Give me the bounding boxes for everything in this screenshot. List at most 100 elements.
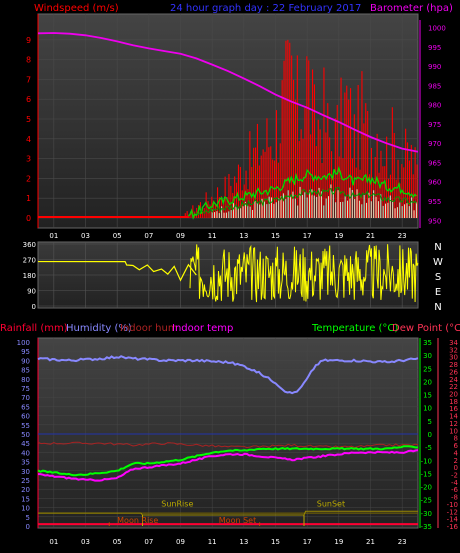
dew-y-tick: 8 xyxy=(454,435,458,443)
temp-y-tick: -35 xyxy=(421,523,432,531)
baro-y-tick: 955 xyxy=(428,198,441,206)
wind-y-tick: 9 xyxy=(26,36,31,45)
dew-y-tick: -4 xyxy=(451,479,459,487)
barometer-label: Barometer (hpa) xyxy=(370,3,453,14)
baro-y-tick: 960 xyxy=(428,179,441,187)
humidity-y-tick: 80 xyxy=(21,376,30,384)
wind-x-tick: 15 xyxy=(271,232,280,240)
dir-y-tick: 360 xyxy=(23,241,36,249)
dew-y-tick: 0 xyxy=(454,464,458,472)
humidity-y-tick: 0 xyxy=(26,523,30,531)
humidity-y-tick: 100 xyxy=(17,339,30,347)
temp-x-tick: 07 xyxy=(144,538,153,546)
dew-y-tick: -12 xyxy=(447,508,458,516)
humidity-y-tick: 70 xyxy=(21,394,30,402)
humidity-y-tick: 65 xyxy=(21,403,30,411)
wind-y-tick: 2 xyxy=(26,174,31,183)
dew-y-tick: -6 xyxy=(451,486,459,494)
baro-y-tick: 995 xyxy=(428,44,441,52)
indoor-hum-legend: Indoor hum xyxy=(120,323,178,334)
compass-label: N xyxy=(434,242,441,253)
temp-x-tick: 15 xyxy=(271,538,280,546)
dew-y-tick: 34 xyxy=(449,339,458,347)
temp-x-tick: 11 xyxy=(208,538,217,546)
humidity-y-tick: 60 xyxy=(21,413,30,421)
temp-y-tick: 15 xyxy=(423,392,432,400)
wind-x-tick: 19 xyxy=(334,232,343,240)
wind-y-tick: 1 xyxy=(26,194,31,203)
indoor-temp-legend: Indoor temp xyxy=(172,323,233,334)
dir-y-tick: 0 xyxy=(32,303,36,311)
dew-y-tick: 14 xyxy=(449,413,458,421)
dew-y-tick: 30 xyxy=(449,354,458,362)
wind-x-tick: 03 xyxy=(81,232,90,240)
temp-y-tick: 35 xyxy=(423,339,432,347)
humidity-y-tick: 15 xyxy=(21,495,30,503)
dew-y-tick: 20 xyxy=(449,391,458,399)
temp-y-tick: 20 xyxy=(423,378,432,386)
wind-y-tick: 8 xyxy=(26,56,31,65)
humidity-y-tick: 50 xyxy=(21,431,30,439)
dew-y-tick: 12 xyxy=(449,420,458,428)
humidity-y-tick: 45 xyxy=(21,440,30,448)
humidity-y-tick: 20 xyxy=(21,486,30,494)
dew-y-tick: 32 xyxy=(449,346,458,354)
sunset-label: SunSet xyxy=(317,500,345,509)
compass-label: S xyxy=(435,272,441,283)
baro-y-tick: 980 xyxy=(428,102,441,110)
humidity-y-tick: 5 xyxy=(26,514,30,522)
temp-y-tick: 0 xyxy=(428,431,432,439)
graph-title: 24 hour graph day : 22 February 2017 xyxy=(170,3,361,14)
wind-panel xyxy=(37,13,419,229)
sun-elevation-line xyxy=(38,510,418,516)
temp-y-tick: -30 xyxy=(421,510,432,518)
wind-x-tick: 17 xyxy=(303,232,312,240)
dew-y-tick: -16 xyxy=(447,523,459,531)
temp-x-tick: 01 xyxy=(49,538,58,546)
rainfall-legend: Rainfall (mm) xyxy=(0,323,68,334)
humidity-y-tick: 35 xyxy=(21,459,30,467)
temp-y-tick: -20 xyxy=(421,484,432,492)
temp-x-tick: 21 xyxy=(366,538,375,546)
wind-x-tick: 13 xyxy=(239,232,248,240)
sunrise-label: SunRise xyxy=(161,500,193,509)
temp-y-tick: -5 xyxy=(425,444,432,452)
temp-y-tick: 25 xyxy=(423,365,432,373)
wind-avg2-line xyxy=(195,186,417,216)
temp-y-tick: -10 xyxy=(421,457,432,465)
humidity-y-tick: 85 xyxy=(21,367,30,375)
wind-x-tick: 11 xyxy=(208,232,217,240)
humidity-legend: Humidity (%) xyxy=(66,323,132,334)
direction-scatter xyxy=(189,244,419,303)
compass-label: N xyxy=(434,302,441,313)
moonrise-label: Moon Rise xyxy=(117,516,158,525)
baro-y-tick: 970 xyxy=(428,140,441,148)
barometer-line xyxy=(37,32,419,153)
temp-x-tick: 19 xyxy=(334,538,343,546)
baro-y-tick: 985 xyxy=(428,82,441,90)
wind-y-tick: 5 xyxy=(26,115,31,124)
humidity-y-tick: 10 xyxy=(21,505,30,513)
dew-y-tick: 10 xyxy=(449,427,458,435)
humidity-y-tick: 90 xyxy=(21,357,30,365)
wind-x-tick: 09 xyxy=(176,232,185,240)
dir-y-tick: 270 xyxy=(23,257,36,265)
dew-y-tick: 16 xyxy=(449,405,458,413)
temp-x-tick: 03 xyxy=(81,538,90,546)
humidity-y-tick: 75 xyxy=(21,385,30,393)
indoor-temp-line xyxy=(37,441,419,449)
temp-y-tick: 30 xyxy=(423,352,432,360)
temp-x-tick: 09 xyxy=(176,538,185,546)
wind-x-tick: 07 xyxy=(144,232,153,240)
moonset-label: Moon Set xyxy=(219,516,256,525)
baro-y-tick: 990 xyxy=(428,63,441,71)
dew-y-tick: 4 xyxy=(454,449,459,457)
windspeed-label: Windspeed (m/s) xyxy=(34,3,119,14)
compass-label: W xyxy=(433,257,443,268)
dew-y-tick: -14 xyxy=(447,516,459,524)
wind-x-tick: 05 xyxy=(113,232,122,240)
temp-panel xyxy=(37,337,419,529)
wind-y-tick: 3 xyxy=(26,155,31,164)
temp-x-tick: 23 xyxy=(398,538,407,546)
wind-x-tick: 21 xyxy=(366,232,375,240)
